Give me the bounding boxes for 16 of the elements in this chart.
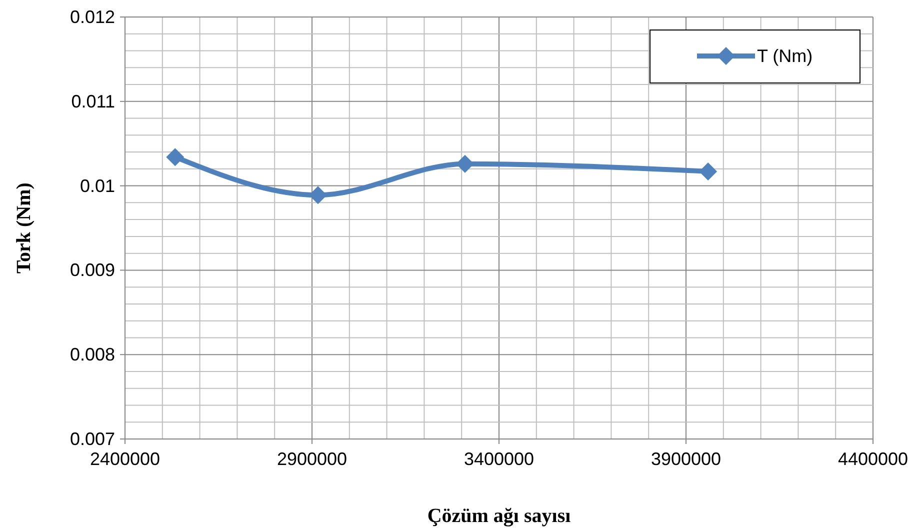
x-tick-label: 3400000 xyxy=(464,449,534,469)
legend-label: T (Nm) xyxy=(757,46,813,66)
y-tick-label: 0.012 xyxy=(70,7,115,27)
y-tick-label: 0.008 xyxy=(70,344,115,365)
y-tick-label: 0.01 xyxy=(80,176,115,196)
x-tick-label: 3900000 xyxy=(650,449,722,469)
x-tick-label: 4400000 xyxy=(838,449,908,469)
y-tick-label: 0.011 xyxy=(71,91,115,112)
y-tick-label: 0.009 xyxy=(70,260,115,280)
point xyxy=(166,148,184,166)
x-tick-label: 2900000 xyxy=(276,449,348,469)
x-tick-label: 2400000 xyxy=(90,449,160,469)
point xyxy=(699,162,718,180)
y-tick-label: 0.007 xyxy=(70,429,115,449)
x-axis-title: Çözüm ağı sayısı xyxy=(427,505,572,527)
y-axis-title: Tork (Nm) xyxy=(13,182,35,274)
